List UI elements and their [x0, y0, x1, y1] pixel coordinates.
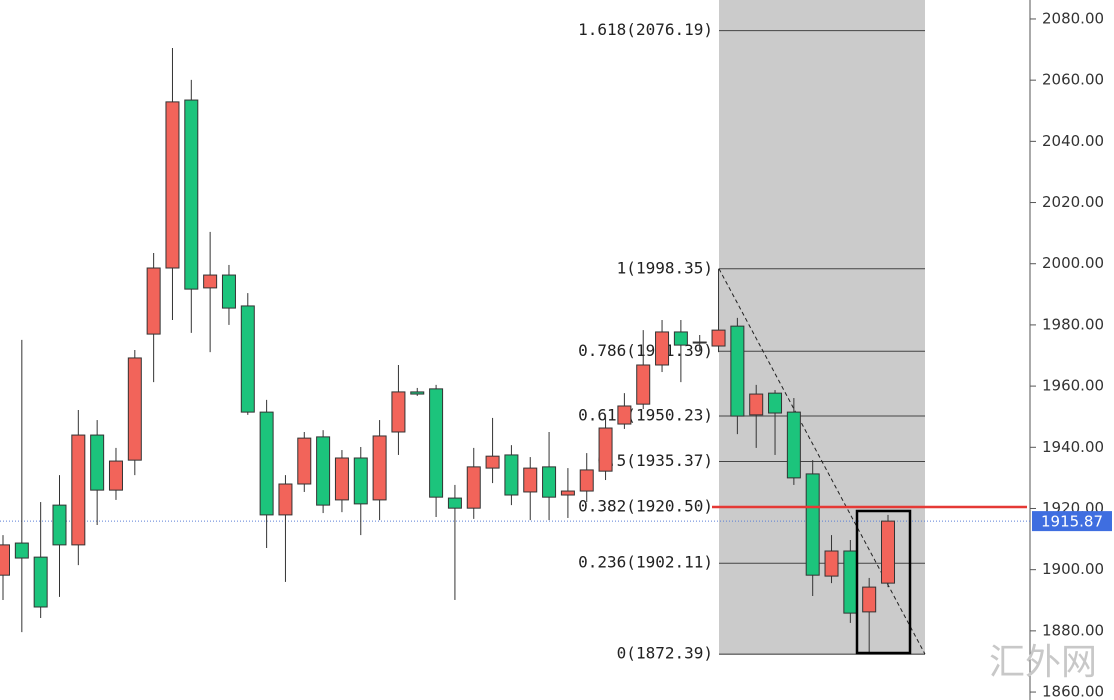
- candle-body: [749, 393, 764, 416]
- candle-body: [316, 436, 331, 506]
- last-price-label: 1915.87: [1041, 513, 1103, 531]
- candle-body: [598, 427, 613, 472]
- candle-body: [14, 542, 29, 559]
- candle-body: [504, 454, 519, 496]
- candle-body: [843, 550, 858, 614]
- candle-body: [184, 99, 199, 290]
- y-tick-label: 2020.00: [1042, 193, 1104, 211]
- fib-label: 0.236(1902.11): [578, 553, 713, 572]
- fib-label: 0.786(1971.39): [578, 341, 713, 360]
- candle-body: [711, 329, 726, 347]
- candle-body: [560, 490, 575, 496]
- y-tick-label: 1960.00: [1042, 377, 1104, 395]
- candle-body: [579, 469, 594, 492]
- candle-body: [52, 504, 67, 546]
- candle-body: [391, 391, 406, 433]
- candle-body: [447, 497, 462, 509]
- candle-body: [824, 550, 839, 577]
- fib-label: 0.618(1950.23): [578, 405, 713, 424]
- candle-body: [617, 405, 632, 425]
- candle-body: [71, 434, 86, 546]
- candle-body: [786, 411, 801, 479]
- candle-body: [466, 466, 481, 509]
- candle-body: [881, 520, 896, 584]
- y-tick-label: 1940.00: [1042, 438, 1104, 456]
- candle-body: [673, 331, 688, 346]
- candle-body: [692, 341, 707, 344]
- fib-label: 0.5(1935.37): [597, 451, 713, 470]
- candle-body: [108, 460, 123, 491]
- candle-body: [353, 457, 368, 505]
- candle-body: [146, 267, 161, 335]
- fib-label: 1.618(2076.19): [578, 20, 713, 39]
- candle-body: [485, 455, 500, 469]
- y-tick-label: 2060.00: [1042, 71, 1104, 89]
- fib-label: 1(1998.35): [617, 258, 713, 277]
- highlight-box: [855, 509, 912, 655]
- candle-body: [278, 483, 293, 516]
- y-tick-label: 1880.00: [1042, 621, 1104, 639]
- fib-trend: [718, 268, 926, 655]
- candle-body: [0, 544, 10, 576]
- candle-body: [165, 101, 180, 269]
- candle-body: [636, 364, 651, 405]
- candle-body: [203, 274, 218, 289]
- y-tick-label: 2000.00: [1042, 254, 1104, 272]
- candle-body: [90, 434, 105, 491]
- candle-body: [259, 411, 274, 516]
- candle-body: [334, 457, 349, 501]
- fib-label: 0(1872.39): [617, 644, 713, 663]
- candle-body: [523, 467, 538, 493]
- y-tick-label: 1900.00: [1042, 560, 1104, 578]
- y-tick-label: 1860.00: [1042, 683, 1104, 700]
- candle-body: [372, 435, 387, 501]
- y-tick-label: 1980.00: [1042, 315, 1104, 333]
- candle-body: [655, 331, 670, 366]
- y-tick-label: 2080.00: [1042, 9, 1104, 27]
- candle-body: [768, 392, 783, 414]
- watermark: 汇外网: [989, 642, 1097, 683]
- candle-body: [127, 357, 142, 461]
- candle-body: [862, 586, 877, 613]
- candle-body: [221, 274, 236, 309]
- candle-body: [410, 391, 425, 395]
- last-price-tag: [1032, 511, 1112, 532]
- candle-body: [730, 325, 745, 417]
- candle-body: [805, 473, 820, 576]
- candle-body: [542, 466, 557, 498]
- fib-label: 0.382(1920.50): [578, 496, 713, 515]
- candle-body: [297, 437, 312, 485]
- candle-body: [33, 556, 48, 608]
- candle-body: [240, 305, 255, 413]
- candle-body: [429, 388, 444, 498]
- y-tick-label: 2040.00: [1042, 132, 1104, 150]
